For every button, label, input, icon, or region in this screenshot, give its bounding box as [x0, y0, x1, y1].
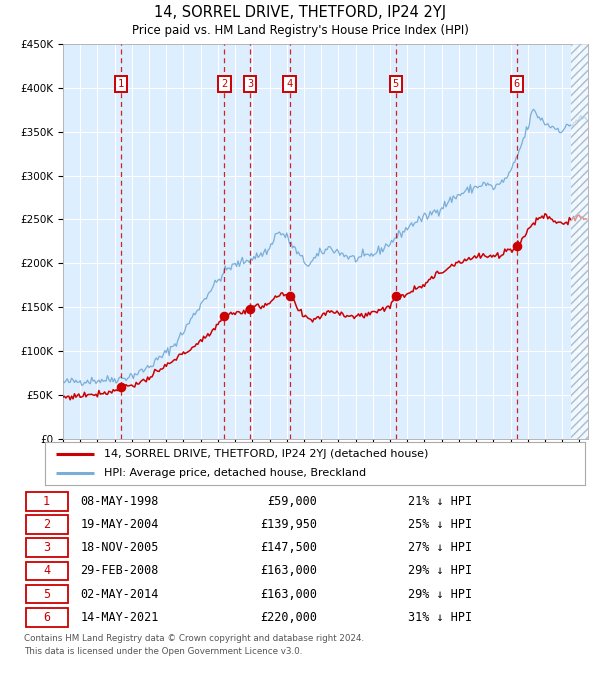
Text: 29% ↓ HPI: 29% ↓ HPI	[407, 588, 472, 600]
Point	[285, 290, 295, 301]
FancyBboxPatch shape	[26, 515, 68, 534]
Text: 14, SORREL DRIVE, THETFORD, IP24 2YJ: 14, SORREL DRIVE, THETFORD, IP24 2YJ	[154, 5, 446, 20]
Text: 6: 6	[43, 611, 50, 624]
Text: £220,000: £220,000	[260, 611, 317, 624]
FancyBboxPatch shape	[26, 562, 68, 580]
Text: 21% ↓ HPI: 21% ↓ HPI	[407, 495, 472, 508]
FancyBboxPatch shape	[26, 539, 68, 557]
Text: 08-MAY-1998: 08-MAY-1998	[80, 495, 159, 508]
Text: 5: 5	[43, 588, 50, 600]
Text: £147,500: £147,500	[260, 541, 317, 554]
Text: 4: 4	[286, 79, 293, 88]
Text: 27% ↓ HPI: 27% ↓ HPI	[407, 541, 472, 554]
Bar	[571, 44, 588, 439]
Text: 1: 1	[118, 79, 124, 88]
Text: 4: 4	[43, 564, 50, 577]
FancyBboxPatch shape	[26, 492, 68, 511]
Text: 02-MAY-2014: 02-MAY-2014	[80, 588, 159, 600]
Text: £163,000: £163,000	[260, 588, 317, 600]
Point	[245, 304, 255, 315]
FancyBboxPatch shape	[26, 608, 68, 627]
Text: 25% ↓ HPI: 25% ↓ HPI	[407, 518, 472, 531]
Text: £59,000: £59,000	[268, 495, 317, 508]
Text: 6: 6	[514, 79, 520, 88]
Text: 29% ↓ HPI: 29% ↓ HPI	[407, 564, 472, 577]
Text: Price paid vs. HM Land Registry's House Price Index (HPI): Price paid vs. HM Land Registry's House …	[131, 24, 469, 37]
FancyBboxPatch shape	[26, 585, 68, 603]
Text: 3: 3	[247, 79, 253, 88]
Text: £163,000: £163,000	[260, 564, 317, 577]
Text: 3: 3	[43, 541, 50, 554]
Text: 19-MAY-2004: 19-MAY-2004	[80, 518, 159, 531]
Text: 2: 2	[43, 518, 50, 531]
Text: This data is licensed under the Open Government Licence v3.0.: This data is licensed under the Open Gov…	[24, 647, 302, 656]
Text: 1: 1	[43, 495, 50, 508]
Point	[391, 290, 401, 301]
Text: 31% ↓ HPI: 31% ↓ HPI	[407, 611, 472, 624]
Text: 2: 2	[221, 79, 227, 88]
Text: Contains HM Land Registry data © Crown copyright and database right 2024.: Contains HM Land Registry data © Crown c…	[24, 634, 364, 643]
Text: £139,950: £139,950	[260, 518, 317, 531]
Text: 14-MAY-2021: 14-MAY-2021	[80, 611, 159, 624]
Point	[116, 381, 125, 392]
Text: 14, SORREL DRIVE, THETFORD, IP24 2YJ (detached house): 14, SORREL DRIVE, THETFORD, IP24 2YJ (de…	[104, 449, 429, 458]
Point	[220, 311, 229, 322]
Text: 5: 5	[392, 79, 399, 88]
Text: 29-FEB-2008: 29-FEB-2008	[80, 564, 159, 577]
Text: HPI: Average price, detached house, Breckland: HPI: Average price, detached house, Brec…	[104, 469, 367, 478]
Point	[512, 240, 522, 251]
Text: 18-NOV-2005: 18-NOV-2005	[80, 541, 159, 554]
